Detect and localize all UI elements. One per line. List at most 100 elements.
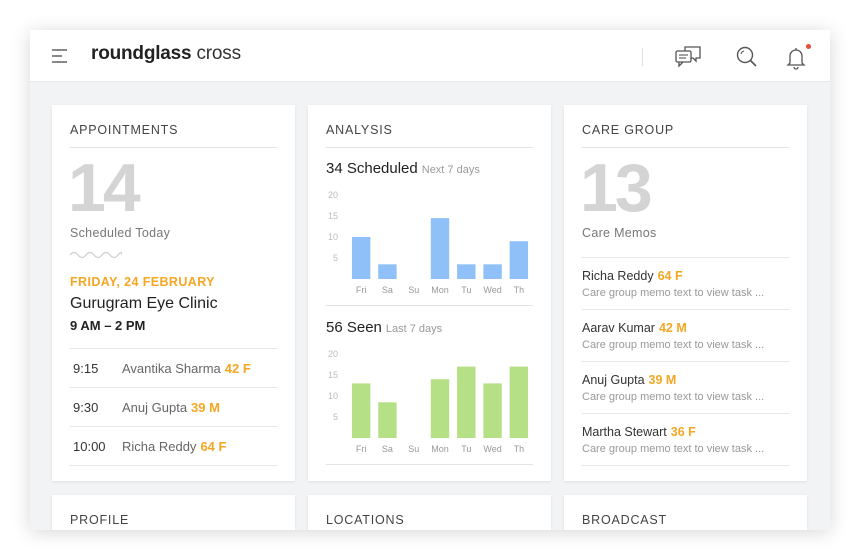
scheduled-count: 34 Scheduled — [326, 160, 418, 177]
bar-wed[interactable] — [483, 264, 502, 279]
y-tick-label: 10 — [328, 391, 338, 401]
notification-dot — [806, 44, 811, 49]
x-tick-label: Sa — [382, 285, 393, 295]
appointments-card[interactable]: APPOINTMENTS 14 Scheduled Today FRIDAY, … — [52, 105, 295, 481]
analysis-title: ANALYSIS — [326, 123, 393, 137]
appointments-title: APPOINTMENTS — [70, 123, 179, 137]
y-tick-label: 20 — [328, 190, 338, 200]
clinic-name[interactable]: Gurugram Eye Clinic — [70, 295, 218, 312]
appointment-row[interactable]: 9:30 Anuj Gupta 39 M — [70, 388, 277, 427]
memo-text: Care group memo text to view task ... — [582, 287, 765, 299]
memo-item[interactable]: Anuj Gupta 39 M Care group memo text to v… — [582, 362, 789, 414]
appointment-time: 10:00 — [73, 438, 106, 454]
bar-th[interactable] — [509, 241, 529, 279]
x-tick-label: Su — [408, 285, 419, 295]
x-tick-label: Fri — [356, 285, 367, 295]
squiggle-divider — [70, 251, 122, 259]
profile-card[interactable]: PROFILE — [52, 495, 295, 530]
memo-patient-name: Aarav Kumar — [582, 321, 655, 335]
toolbar-divider — [642, 48, 643, 66]
y-tick-label: 15 — [328, 211, 338, 221]
patient-name: Anuj Gupta — [122, 399, 188, 415]
memo-list: Richa Reddy 64 F Care group memo text to … — [582, 257, 789, 466]
patient-age: 42 F — [224, 360, 251, 376]
x-tick-label: Mon — [431, 285, 449, 295]
bar-wed[interactable] — [483, 383, 502, 438]
appointment-time: 9:30 — [73, 399, 99, 415]
y-tick-label: 5 — [333, 412, 338, 422]
bar-fri[interactable] — [351, 237, 371, 279]
bell-icon[interactable] — [782, 43, 810, 71]
divider — [326, 305, 533, 306]
bar-mon[interactable] — [430, 218, 450, 279]
memo-text: Care group memo text to view task ... — [582, 391, 765, 403]
bar-sa[interactable] — [378, 264, 397, 279]
bar-mon[interactable] — [430, 379, 450, 438]
memo-patient-age: 42 M — [658, 321, 687, 335]
locations-card[interactable]: LOCATIONS — [308, 495, 551, 530]
seen-heading: 56 Seen Last 7 days — [326, 319, 442, 336]
appointment-row[interactable]: 9:15 Avantika Sharma 42 F — [70, 349, 277, 388]
seen-bar-chart: 5 10 15 20 Fri Sa Su Mon Tu Wed Th — [328, 349, 529, 454]
appointments-count-label: Scheduled Today — [70, 226, 171, 240]
patient-name: Avantika Sharma — [122, 360, 221, 376]
logo-light-text: cross — [191, 43, 241, 64]
scheduled-bar-chart: 5 10 15 20 Fri Sa Su Mon Tu Wed Th — [328, 190, 529, 295]
broadcast-card[interactable]: BROADCAST — [564, 495, 807, 530]
analysis-card[interactable]: ANALYSIS 34 Scheduled Next 7 days 5 10 15 20… — [308, 105, 551, 481]
divider — [582, 147, 789, 148]
divider — [70, 147, 277, 148]
memo-item[interactable]: Aarav Kumar 42 M Care group memo text to … — [582, 310, 789, 362]
app-logo[interactable]: roundglass cross — [91, 43, 241, 65]
profile-title: PROFILE — [70, 513, 130, 527]
x-tick-label: Th — [514, 444, 525, 454]
x-tick-label: Tu — [461, 285, 471, 295]
patient-name: Richa Reddy — [122, 438, 197, 454]
care-group-card[interactable]: CARE GROUP 13 Care Memos Richa Reddy 64 F… — [564, 105, 807, 481]
memo-item[interactable]: Richa Reddy 64 F Care group memo text to … — [582, 258, 789, 310]
bar-fri[interactable] — [351, 383, 371, 438]
bar-sa[interactable] — [378, 402, 397, 438]
patient-age: 64 F — [200, 438, 227, 454]
chat-bubbles-icon[interactable] — [674, 43, 702, 71]
patient-age: 39 M — [191, 399, 220, 415]
x-tick-label: Fri — [356, 444, 367, 454]
memo-patient-name: Martha Stewart — [582, 425, 667, 439]
care-memo-count: 13 — [580, 150, 653, 226]
x-tick-label: Mon — [431, 444, 449, 454]
menu-icon[interactable] — [50, 46, 70, 66]
app-window: roundglass cross APPOINTMENTS 14 Schedul… — [30, 30, 830, 530]
x-tick-label: Th — [514, 285, 525, 295]
memo-patient-age: 39 M — [648, 373, 677, 387]
bar-th[interactable] — [509, 366, 529, 438]
memo-patient-age: 64 F — [657, 269, 683, 283]
locations-title: LOCATIONS — [326, 513, 405, 527]
memo-item[interactable]: Martha Stewart 36 F Care group memo text … — [582, 414, 789, 466]
x-tick-label: Su — [408, 444, 419, 454]
seen-count: 56 Seen — [326, 319, 382, 336]
appointment-time: 9:15 — [73, 360, 99, 376]
appointment-row[interactable]: 10:00 Richa Reddy 64 F — [70, 427, 277, 466]
memo-patient-name: Anuj Gupta — [582, 373, 645, 387]
search-icon[interactable] — [732, 43, 760, 71]
scheduled-period: Next 7 days — [421, 164, 480, 176]
x-tick-label: Wed — [483, 444, 501, 454]
divider — [326, 147, 533, 148]
divider — [326, 464, 533, 465]
appointments-count: 14 — [68, 150, 141, 226]
memo-text: Care group memo text to view task ... — [582, 443, 765, 455]
appointment-list: 9:15 Avantika Sharma 42 F 9:30 Anuj Gupt… — [70, 348, 277, 466]
x-tick-label: Tu — [461, 444, 471, 454]
y-tick-label: 10 — [328, 232, 338, 242]
bar-tu[interactable] — [457, 264, 476, 279]
x-tick-label: Wed — [483, 285, 501, 295]
broadcast-title: BROADCAST — [582, 513, 667, 527]
memo-patient-name: Richa Reddy — [582, 269, 654, 283]
bar-tu[interactable] — [457, 366, 476, 438]
top-bar: roundglass cross — [30, 30, 830, 82]
care-group-title: CARE GROUP — [582, 123, 675, 137]
memo-patient-age: 36 F — [670, 425, 696, 439]
memo-text: Care group memo text to view task ... — [582, 339, 765, 351]
y-tick-label: 20 — [328, 349, 338, 359]
y-tick-label: 5 — [333, 253, 338, 263]
